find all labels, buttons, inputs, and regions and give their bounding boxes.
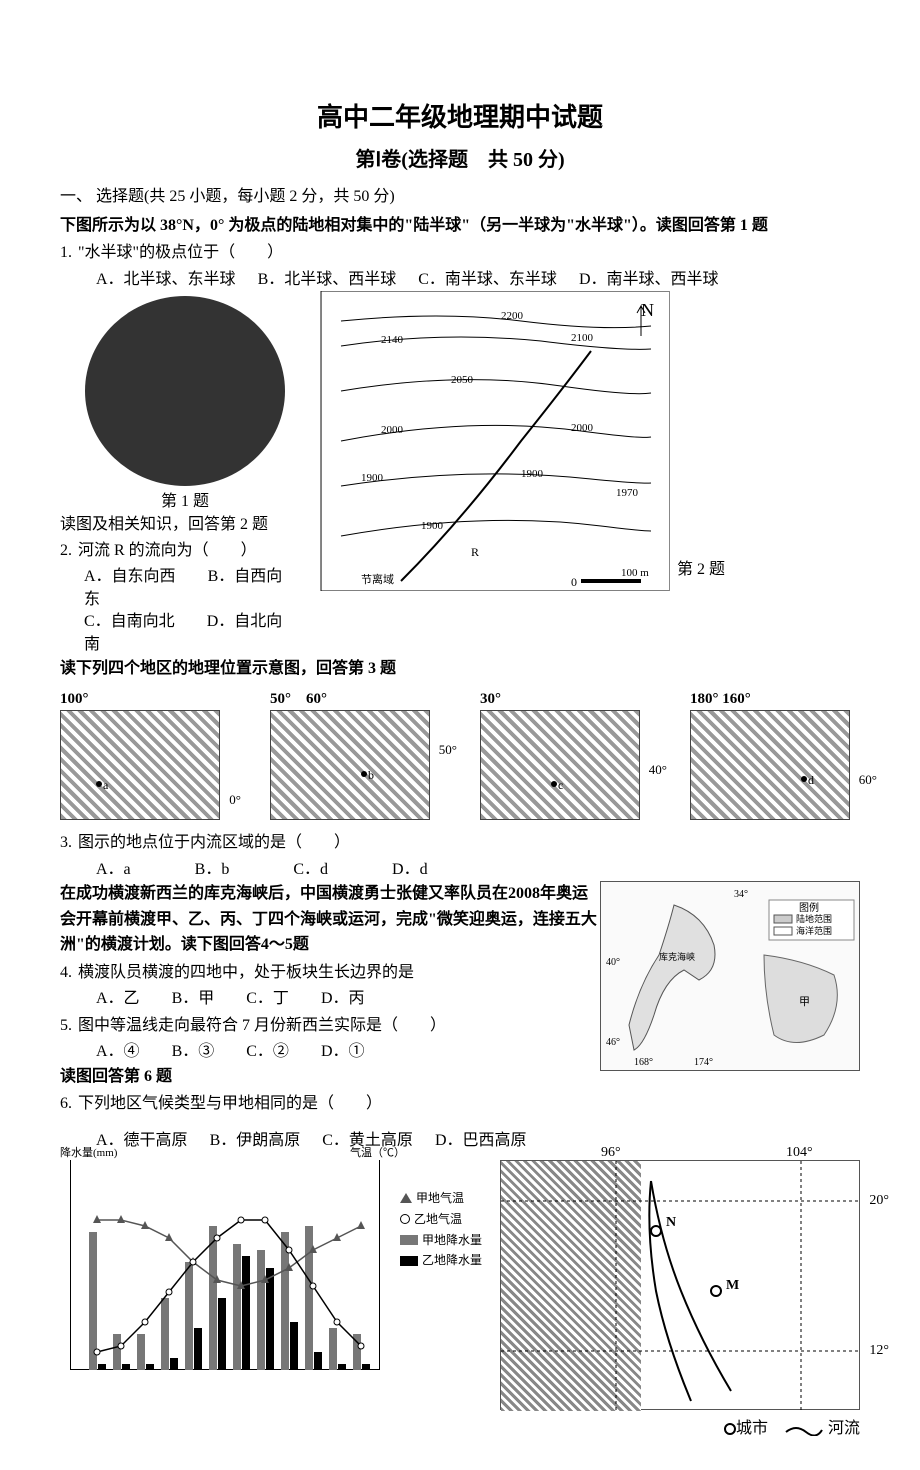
- deg-d: 180° 160°: [690, 689, 860, 710]
- svg-text:1970: 1970: [616, 487, 639, 499]
- q5-options: A．④ B．③ C．② D．①: [60, 1041, 600, 1063]
- q6-text: 下列地区气候类型与甲地相同的是（ ）: [78, 1095, 382, 1112]
- question-1: 1. "水半球"的极点位于（ ）: [60, 242, 860, 264]
- strip-cell-d: 180° 160° d60°: [690, 689, 860, 820]
- svg-text:海洋范围: 海洋范围: [796, 925, 832, 936]
- q4-opt-b: B．甲: [172, 990, 215, 1007]
- river-map: 96° 104° 20° 12° N M: [500, 1160, 860, 1410]
- q1-opt-d: D．南半球、西半球: [579, 271, 719, 288]
- context-45: 在成功横渡新西兰的库克海峡后，中国横渡勇士张健又率队员在2008年奥运会开幕前横…: [60, 881, 600, 958]
- figure-row-1: 第 1 题 读图及相关知识，回答第 2 题 2. 河流 R 的流向为（ ） A．…: [60, 291, 860, 656]
- svg-text:0: 0: [571, 575, 577, 589]
- svg-text:2100: 2100: [571, 332, 594, 344]
- svg-text:174°: 174°: [694, 1057, 713, 1068]
- svg-text:图例: 图例: [799, 901, 819, 914]
- question-6: 6. 下列地区气候类型与甲地相同的是（ ）: [60, 1093, 600, 1115]
- strip-cell-c: 30° c40°: [480, 689, 650, 820]
- context-3: 读下列四个地区的地理位置示意图，回答第 3 题: [60, 656, 860, 682]
- q5-opt-d: D．①: [321, 1043, 365, 1060]
- strip-figures: 100° a0° 50° 60° b50° 30° c40° 180° 160°…: [60, 689, 860, 820]
- page-title: 高中二年级地理期中试题: [60, 100, 860, 136]
- q5-opt-b: B．③: [172, 1043, 215, 1060]
- climate-chart: 0 50 100 150 200 250 300 0 5 10 15 20 25…: [70, 1160, 380, 1370]
- deg-c: 30°: [480, 689, 650, 710]
- q5-opt-c: C．②: [246, 1043, 289, 1060]
- q2-opt-c: C．自南向北: [84, 613, 175, 630]
- q6-opt-b: B．伊朗高原: [210, 1132, 301, 1149]
- question-3: 3. 图示的地点位于内流区域的是（ ）: [60, 832, 860, 854]
- q4-options: A．乙 B．甲 C．丁 D．丙: [60, 988, 600, 1010]
- q1-opt-c: C．南半球、东半球: [418, 271, 557, 288]
- q2-options-row2: C．自南向北 D．自北向南: [60, 611, 310, 656]
- svg-text:库克海峡: 库克海峡: [659, 951, 695, 962]
- q3-options: A．a B．b C．d D．d: [60, 859, 860, 881]
- q5-opt-a: A．④: [96, 1043, 140, 1060]
- svg-text:168°: 168°: [634, 1057, 653, 1068]
- q3-opt-d: D．d: [392, 861, 428, 878]
- svg-text:2000: 2000: [381, 424, 404, 436]
- svg-text:R: R: [471, 545, 479, 559]
- q4-opt-c: C．丁: [246, 990, 289, 1007]
- q4-num: 4.: [60, 964, 72, 981]
- q1-num: 1.: [60, 244, 72, 261]
- context-1: 下图所示为以 38°N，0° 为极点的陆地相对集中的"陆半球"（另一半球为"水半…: [60, 213, 860, 239]
- svg-text:2200: 2200: [501, 310, 524, 322]
- strip-cell-a: 100° a0°: [60, 689, 230, 820]
- svg-text:节离域: 节离域: [361, 572, 394, 586]
- globe-figure: [85, 296, 285, 486]
- context-6: 读图回答第 6 题: [60, 1064, 600, 1090]
- q2-opt-a: A．自东向西: [84, 568, 176, 585]
- svg-text:陆地范围: 陆地范围: [796, 913, 832, 924]
- q1-opt-b: B．北半球、西半球: [258, 271, 397, 288]
- q4-opt-a: A．乙: [96, 990, 140, 1007]
- page-subtitle: 第Ⅰ卷(选择题 共 50 分): [60, 146, 860, 174]
- svg-text:1900: 1900: [521, 468, 544, 480]
- river-map-wrap: 96° 104° 20° 12° N M 城市 河流: [460, 1160, 860, 1440]
- deg-a: 100°: [60, 689, 230, 710]
- svg-text:46°: 46°: [606, 1037, 620, 1048]
- q3-text: 图示的地点位于内流区域的是（ ）: [78, 834, 350, 851]
- fig2-label: 第 2 题: [677, 559, 725, 581]
- q4-opt-d: D．丙: [321, 990, 365, 1007]
- q1-opt-a: A．北半球、东半球: [96, 271, 236, 288]
- deg-b: 50° 60°: [270, 689, 440, 710]
- q1-options: A．北半球、东半球 B．北半球、西半球 C．南半球、东半球 D．南半球、西半球: [60, 269, 860, 291]
- section-heading: 一、 选择题(共 25 小题，每小题 2 分，共 50 分): [60, 186, 860, 208]
- contour-figure: N 2200 2140 2100 2050 2000 2000 1900 190…: [320, 291, 670, 591]
- bottom-charts: 降水量(mm) 气温（℃） 0 50 100 150 200 250 300 0…: [60, 1160, 860, 1440]
- q4-text: 横渡队员横渡的四地中，处于板块生长边界的是: [78, 964, 414, 981]
- q2-text: 河流 R 的流向为（ ）: [78, 542, 257, 559]
- svg-text:1900: 1900: [421, 520, 444, 532]
- svg-text:2050: 2050: [451, 374, 474, 386]
- question-2: 2. 河流 R 的流向为（ ）: [60, 540, 310, 562]
- q6-options: A．德干高原 B．伊朗高原 C．黄土高原 D．巴西高原: [60, 1130, 860, 1152]
- readfig2-text: 读图及相关知识，回答第 2 题: [60, 514, 310, 536]
- svg-text:2000: 2000: [571, 422, 594, 434]
- q3-num: 3.: [60, 834, 72, 851]
- q1-text: "水半球"的极点位于（ ）: [78, 244, 283, 261]
- svg-text:34°: 34°: [734, 889, 748, 900]
- nz-row: 在成功横渡新西兰的库克海峡后，中国横渡勇士张健又率队员在2008年奥运会开幕前横…: [60, 881, 860, 1119]
- strip-cell-b: 50° 60° b50°: [270, 689, 440, 820]
- q3-opt-c: C．d: [293, 861, 328, 878]
- q3-opt-b: B．b: [195, 861, 230, 878]
- nz-map: 34° 40° 46° 168° 174° 库克海峡 图例 陆地范围 海洋范围 …: [600, 881, 860, 1071]
- fig1-label: 第 1 题: [60, 491, 310, 513]
- svg-text:100 m: 100 m: [621, 567, 649, 579]
- contour-svg: N 2200 2140 2100 2050 2000 2000 1900 190…: [321, 291, 669, 591]
- question-4: 4. 横渡队员横渡的四地中，处于板块生长边界的是: [60, 962, 600, 984]
- q2-num: 2.: [60, 542, 72, 559]
- q5-text: 图中等温线走向最符合 7 月份新西兰实际是（ ）: [78, 1017, 446, 1034]
- q6-opt-d: D．巴西高原: [435, 1132, 527, 1149]
- svg-text:甲: 甲: [799, 996, 810, 1008]
- question-5: 5. 图中等温线走向最符合 7 月份新西兰实际是（ ）: [60, 1015, 600, 1037]
- q2-options-row1: A．自东向西 B．自西向东: [60, 566, 310, 611]
- river-legend: 城市 河流: [460, 1418, 860, 1440]
- q5-num: 5.: [60, 1017, 72, 1034]
- q6-num: 6.: [60, 1095, 72, 1112]
- q3-opt-a: A．a: [96, 861, 131, 878]
- svg-text:40°: 40°: [606, 957, 620, 968]
- svg-text:2140: 2140: [381, 334, 404, 346]
- svg-text:1900: 1900: [361, 472, 384, 484]
